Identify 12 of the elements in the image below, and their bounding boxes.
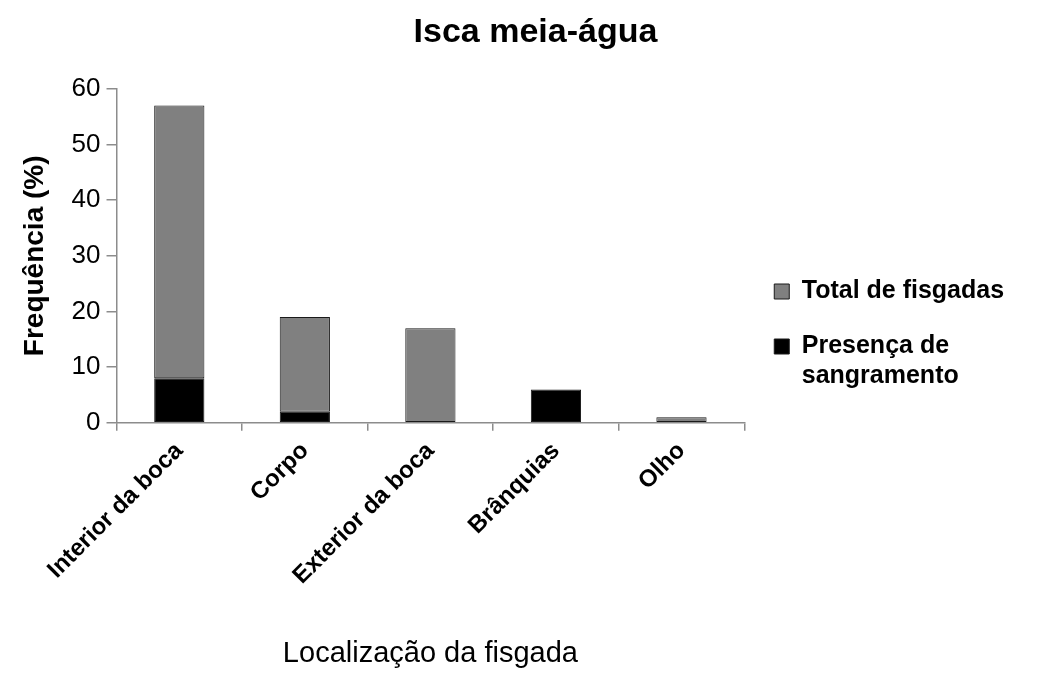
legend-label: Total de fisgadas — [801, 275, 1005, 304]
y-tick-label: 0 — [86, 406, 101, 437]
chart-title: Isca meia-água — [413, 10, 659, 49]
legend-label: Presença de sangramento — [801, 330, 959, 389]
y-axis-title: Frequência (%) — [17, 155, 49, 357]
y-tick-label: 20 — [71, 294, 101, 325]
y-tick-label: 10 — [71, 350, 101, 381]
x-axis-title: Localização da fisgada — [282, 635, 579, 668]
y-tick-label: 40 — [71, 183, 101, 214]
y-tick-label: 30 — [71, 239, 101, 269]
y-tick-label: 60 — [71, 71, 101, 102]
y-tick-label: 50 — [71, 127, 101, 158]
